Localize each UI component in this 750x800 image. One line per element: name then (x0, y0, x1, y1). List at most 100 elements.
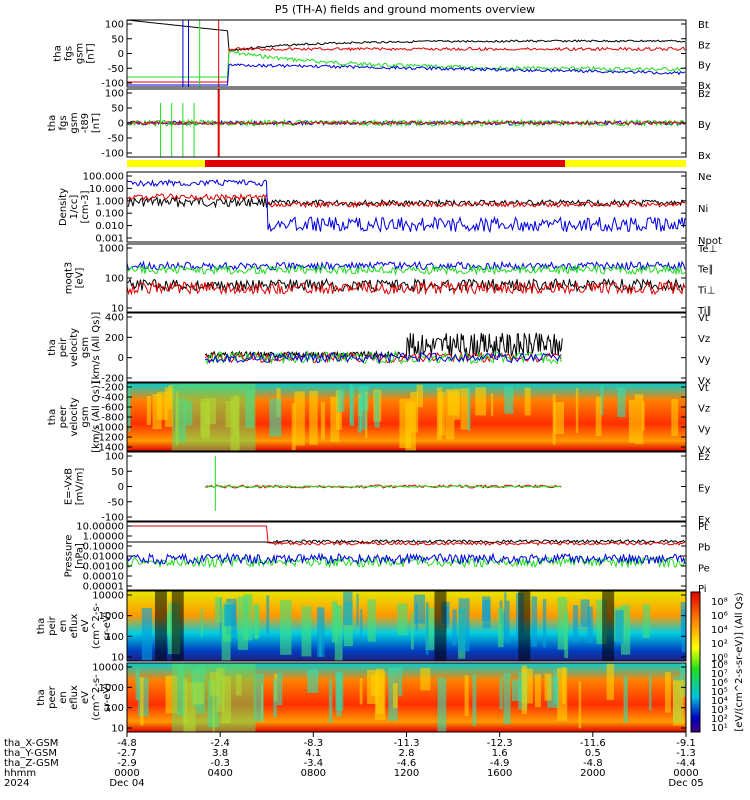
y-axis-label: thafgsgsm[nT] (53, 43, 97, 64)
spectrogram-cell (309, 390, 318, 445)
spectrogram-cell (411, 611, 414, 650)
x-row-value: -4.4 (676, 758, 696, 769)
x-row-value: 1200 (394, 768, 419, 779)
spectrogram-cell (575, 388, 579, 433)
x-row-value: -3.4 (304, 758, 324, 769)
spectrogram-cell (200, 608, 203, 637)
series-Bx (127, 63, 686, 86)
y-tick-label: 0 (118, 119, 124, 130)
colorbar-tick: 10⁶ (711, 611, 728, 622)
y-tick-label: 100 (105, 20, 124, 31)
y-tick-label: 1.000 (95, 196, 124, 207)
colorbar-tick: 10² (711, 714, 728, 725)
y-tick-label: 1.00000 (83, 532, 124, 543)
colorbar-scale (690, 591, 701, 733)
y-axis-label: thapeervelocitygsm[km/s (All Qs)] (47, 381, 102, 453)
spectrogram-cell (664, 672, 671, 713)
spectrogram-cell (542, 599, 547, 648)
y-tick-label: 100 (105, 452, 124, 463)
spectrogram-cell (336, 673, 342, 717)
x-row-value: -2.7 (117, 748, 137, 759)
legend-Ez: Ez (698, 452, 710, 463)
y-tick-label: -200 (101, 383, 124, 394)
spectrogram-gap (518, 591, 531, 661)
y-axis-label-line: gsm (69, 112, 80, 133)
panel-frame (126, 19, 687, 88)
series-Ti-perp (127, 260, 686, 272)
spectrogram-cell (359, 393, 368, 430)
spectrogram-cell (343, 591, 353, 626)
legend-Vt: Vt (698, 383, 709, 394)
x-row-value: 3.8 (212, 748, 228, 759)
x-row-label: tha_X-GSM (4, 738, 58, 749)
spectrogram-cell (376, 668, 385, 715)
x-row-value: 0400 (207, 768, 232, 779)
series-Bz (127, 120, 686, 126)
y-axis-label-line: fgs (64, 46, 75, 61)
spectrogram-cell (367, 599, 376, 642)
legend-Te∥: Te∥ (697, 265, 714, 276)
y-axis-label-line: [nT] (86, 43, 97, 63)
x-row-value: -0.3 (210, 758, 230, 769)
spectrogram-cell (317, 607, 325, 657)
spectrogram-cell (615, 610, 624, 645)
colorbar-tick: 10⁵ (711, 687, 728, 698)
legend-Bz: Bz (698, 40, 710, 51)
colorbar: 10⁸10⁶10⁴10²10⁰10⁸10⁷10⁶10⁵10⁴10³10²10¹[… (690, 591, 745, 734)
spectrogram-cell (243, 594, 253, 641)
colorbar-tick: 10⁰ (711, 653, 728, 664)
spectrogram-cell (360, 609, 363, 639)
colorbar-tick: 10⁷ (711, 669, 728, 680)
y-tick-label: 100 (105, 89, 124, 100)
y-axis-label: thapeerenefluxeV(cm^2-s-sr-eV) (36, 674, 113, 721)
spectrogram-cell (497, 607, 504, 648)
x-axis-annotations: tha_X-GSM -4.8 -2.4 -8.3 -11.3 -12.3 -11.6 -9.1… (4, 732, 704, 789)
y-axis-label-line: peir (58, 337, 69, 357)
legend-Vz: Vz (698, 334, 710, 345)
spectrogram-cell (482, 596, 491, 621)
y-axis-label-line: [km/s (All Qs)] (91, 312, 102, 384)
series-Te-perp (127, 280, 686, 296)
y-tick-label: -50 (108, 64, 124, 75)
spectrogram-cell (357, 398, 363, 433)
y-axis-label-line: eV (80, 619, 91, 632)
panel-pressure: 10.000001.000000.100000.010000.001000.00… (64, 521, 710, 595)
spectrogram-cell (253, 673, 264, 722)
x-row-value: -8.3 (304, 738, 324, 749)
spectrogram-cell (671, 399, 679, 436)
spectrogram-cell (388, 667, 398, 721)
legend-Pi: Pi (698, 584, 707, 595)
legend-Bx: Bx (698, 81, 711, 92)
panel-peer-flux-plot (127, 663, 686, 732)
x-row-value: 1600 (487, 768, 512, 779)
x-row-value: -4.8 (583, 758, 603, 769)
series-Ti-par (127, 264, 686, 276)
y-tick-label: 0 (118, 482, 124, 493)
y-axis-label-line: fgs (58, 115, 69, 130)
y-axis-label-line: gsm (80, 337, 91, 358)
spectrogram-cell (253, 604, 260, 639)
y-axis-label: E=-VxB[mV/m] (64, 468, 86, 506)
spectrogram-cell (215, 597, 222, 623)
y-tick-label: 400 (105, 313, 124, 324)
spectrogram-cell (359, 678, 363, 705)
spectrogram-cell (266, 595, 270, 635)
y-axis-label-line: tha (47, 339, 58, 355)
spectrogram-cell (334, 606, 343, 661)
spectrogram-cell (544, 673, 552, 701)
colorbar-tick: 10³ (711, 705, 728, 716)
spectrogram-cell (596, 599, 607, 645)
spectrogram-cell (521, 665, 527, 715)
status-bar-yellow-end (565, 160, 686, 167)
panel-frame (126, 171, 687, 243)
x-row-value: 0800 (301, 768, 326, 779)
panel-peer-flux: 10000 1000 100 10 thapeerenefluxeV(cm^2-s-sr… (36, 662, 687, 735)
x-row-value: -4.6 (397, 758, 417, 769)
spectrogram-cell (280, 600, 292, 655)
spectrogram-cell (269, 398, 282, 437)
spectrogram-cell (572, 605, 579, 643)
y-axis-label-line: peir (47, 615, 58, 635)
legend-Pb: Pb (698, 543, 710, 554)
y-axis-label-line: eV (80, 691, 91, 704)
